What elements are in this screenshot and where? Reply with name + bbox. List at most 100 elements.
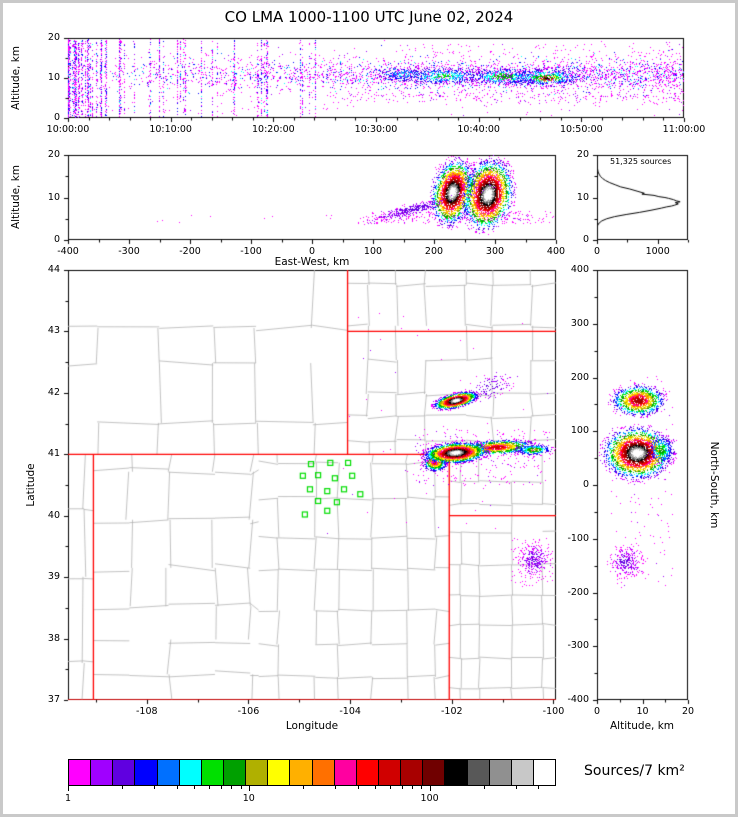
colorbar-segment (290, 760, 313, 785)
colorbar-segment (378, 760, 402, 785)
tick-label: 1000 (645, 246, 670, 257)
colorbar-tick (68, 786, 69, 791)
colorbar-tick (176, 786, 178, 789)
tick-label: 300 (570, 317, 589, 329)
colorbar-segment (401, 760, 424, 785)
tick-label: 0 (308, 246, 316, 257)
colorbar-tick (335, 786, 337, 789)
colorbar-tick (412, 786, 414, 789)
tick-label: 100 (570, 425, 589, 437)
time-height-panel (60, 30, 692, 126)
colorbar-segment (489, 760, 512, 785)
tick-label: 10:10:00 (149, 124, 192, 135)
colorbar-segment (445, 760, 468, 785)
colorbar-segment (511, 760, 534, 785)
tick-label: 20 (47, 32, 60, 43)
colorbar-tick-label: 100 (420, 793, 439, 804)
tick-label: 44 (47, 264, 60, 275)
tick-label: -200 (179, 246, 201, 257)
tick-label: -400 (57, 246, 79, 257)
tick-label: -300 (118, 246, 140, 257)
north-south-height-panel (589, 262, 696, 708)
colorbar-label: Sources/7 km² (584, 763, 685, 779)
tick-label: 300 (485, 246, 505, 257)
ns-panel-ylabel: North-South, km (708, 441, 720, 529)
plan-view-map-panel (60, 262, 564, 708)
altitude-histogram-panel (589, 147, 696, 248)
colorbar-segment (356, 760, 379, 785)
tick-label: 0 (593, 246, 601, 257)
tick-label: 20 (576, 149, 589, 160)
colorbar-tick (357, 786, 359, 789)
colorbar-tick (389, 786, 391, 789)
ew-panel-xlabel: East-West, km (274, 256, 350, 268)
tick-label: 10:00:00 (46, 124, 90, 135)
tick-label: 41 (47, 448, 60, 460)
map-ylabel: Latitude (25, 463, 37, 507)
map-xlabel: Longitude (285, 720, 339, 732)
tick-label: -102 (441, 706, 463, 717)
colorbar-segment (533, 760, 556, 785)
tick-label: 100 (363, 246, 383, 257)
colorbar-tick (220, 786, 222, 789)
colorbar-tick (248, 786, 250, 791)
colorbar-segment (69, 760, 92, 785)
tick-label: 43 (47, 325, 60, 337)
colorbar-segment (312, 760, 335, 785)
colorbar-tick-label: 10 (242, 793, 255, 804)
colorbar-segment (246, 760, 269, 785)
colorbar-segment (135, 760, 158, 785)
tick-label: 0 (593, 706, 601, 717)
colorbar-tick (303, 786, 305, 789)
tick-label: 10 (636, 706, 649, 717)
colorbar-tick (375, 786, 377, 789)
colorbar-tick (484, 786, 486, 789)
colorbar-tick (515, 786, 517, 789)
east-west-height-panel (60, 147, 564, 248)
tick-label: 0 (582, 234, 589, 245)
tick-label: 20 (681, 706, 695, 717)
tick-label: -300 (567, 640, 589, 652)
colorbar-tick (154, 786, 156, 789)
tick-label: 10:40:00 (457, 124, 500, 135)
colorbar-tick (240, 786, 242, 789)
tick-label: 200 (570, 371, 589, 383)
tick-label: 0 (53, 112, 60, 123)
tick-label: -108 (136, 706, 158, 717)
tick-label: -106 (237, 706, 260, 717)
tick-label: 37 (47, 694, 60, 705)
colorbar-segment (91, 760, 114, 785)
tick-label: 10:30:00 (354, 124, 398, 135)
tick-label: -100 (542, 706, 565, 717)
tick-label: 10:20:00 (251, 124, 295, 135)
tick-label: 0 (53, 234, 60, 245)
colorbar (68, 759, 556, 786)
tick-label: 10 (576, 191, 589, 203)
colorbar-tick (421, 786, 423, 789)
tick-label: 10 (47, 191, 60, 203)
colorbar-tick (194, 786, 196, 789)
colorbar-tick (208, 786, 210, 789)
tick-label: 0 (582, 479, 589, 490)
colorbar-segment (334, 760, 357, 785)
figure-title: CO LMA 1000-1100 UTC June 02, 2024 (224, 8, 514, 26)
tick-label: 10:50:00 (559, 124, 603, 135)
tick-label: 400 (546, 246, 566, 257)
tick-label: 38 (47, 632, 60, 644)
colorbar-tick (231, 786, 233, 789)
ns-panel-xlabel: Altitude, km (609, 720, 675, 732)
tick-label: 400 (570, 264, 589, 275)
tick-label: 40 (47, 509, 60, 521)
tick-label: 10 (47, 72, 60, 83)
colorbar-segment (223, 760, 247, 785)
colorbar-segment (467, 760, 490, 785)
colorbar-segment (157, 760, 180, 785)
tick-label: 39 (47, 571, 60, 583)
tick-label: -104 (339, 706, 361, 717)
tick-label: -200 (567, 586, 589, 598)
total-sources-annotation: 51,325 sources (610, 157, 672, 166)
colorbar-tick (429, 786, 431, 791)
tick-label: -400 (567, 694, 589, 705)
colorbar-segment (423, 760, 446, 785)
